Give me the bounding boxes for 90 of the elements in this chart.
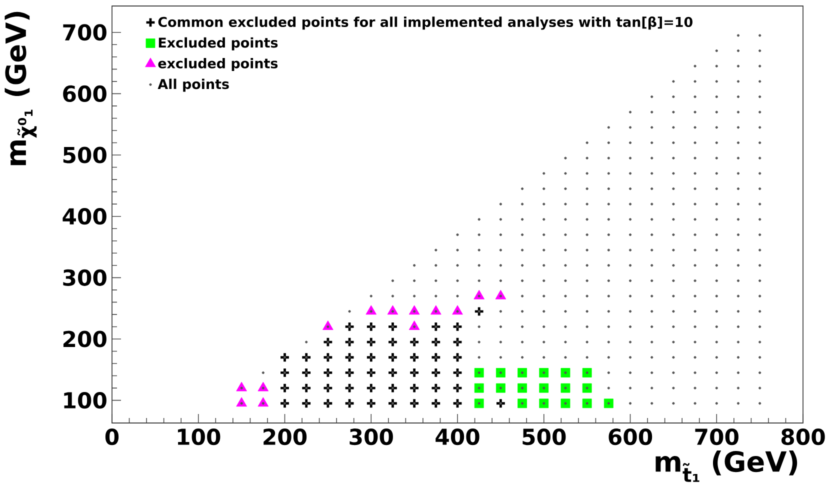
point (430, 321, 442, 332)
y-tick-label: 700 (63, 24, 106, 41)
point (474, 368, 484, 378)
point (344, 352, 355, 363)
point (279, 382, 290, 394)
point (408, 352, 420, 363)
point (387, 336, 398, 348)
point (539, 398, 549, 408)
point (322, 398, 334, 409)
point (366, 367, 377, 378)
point (408, 398, 420, 409)
y-tick-label: 500 (63, 146, 106, 164)
point (582, 368, 592, 378)
point (322, 336, 334, 348)
x-tick-label: 700 (695, 428, 738, 446)
point (322, 352, 334, 363)
y-tick-label: 300 (63, 269, 106, 286)
point (560, 368, 570, 378)
x-tick-label: 200 (264, 428, 307, 446)
x-tick-label: 400 (436, 428, 480, 446)
y-tick-label: 100 (64, 392, 106, 409)
point (474, 398, 484, 408)
x-tick-label: 300 (350, 428, 393, 446)
point (387, 382, 398, 394)
point (366, 321, 377, 332)
point (300, 367, 312, 378)
point (387, 321, 398, 332)
point (387, 367, 398, 378)
point (387, 352, 398, 363)
point (496, 383, 506, 393)
y-tick-label: 400 (62, 208, 106, 225)
x-axis-title: m$_{t̃₁}$ (GeV) (656, 450, 798, 482)
point (366, 382, 377, 394)
point (496, 368, 506, 378)
point (344, 367, 355, 378)
point (474, 306, 484, 317)
point (279, 398, 290, 409)
point (300, 398, 312, 409)
x-tick-label: 600 (608, 428, 652, 446)
point (300, 352, 312, 363)
point (344, 382, 355, 394)
point (408, 367, 420, 378)
point (300, 382, 312, 394)
y-tick-label: 200 (63, 330, 106, 348)
x-tick-label: 500 (522, 428, 566, 446)
point (539, 368, 549, 378)
y-tick-label: 600 (63, 85, 106, 102)
point (518, 368, 527, 378)
point (366, 352, 377, 363)
point (408, 336, 420, 348)
point (452, 336, 463, 348)
point (366, 398, 377, 409)
point (430, 382, 442, 394)
point (322, 367, 334, 378)
legend-label: excluded points (158, 58, 278, 72)
x-tick-label: 100 (178, 428, 220, 446)
point (279, 352, 290, 363)
point (344, 321, 355, 332)
point (344, 398, 355, 409)
point (430, 336, 442, 348)
legend-label: All points (158, 78, 229, 92)
x-tick-label: 800 (781, 428, 825, 446)
point (322, 382, 334, 394)
legend-label: Excluded points (158, 37, 278, 50)
point (430, 398, 442, 409)
x-tick-label: 0 (105, 428, 119, 446)
point (452, 382, 463, 394)
point (582, 383, 592, 393)
point (430, 367, 442, 378)
point (604, 398, 614, 408)
point (279, 367, 290, 378)
legend-label: Common excluded points for all implemented analyses with tan[β]=10 (158, 16, 692, 30)
point (452, 352, 463, 363)
point (366, 336, 377, 348)
point (539, 383, 549, 393)
point (560, 383, 570, 393)
point (518, 383, 527, 393)
point (518, 398, 527, 408)
point (452, 398, 463, 409)
point (560, 398, 570, 408)
point (452, 367, 463, 378)
point (387, 398, 398, 409)
point (430, 352, 442, 363)
y-axis-title: m$_{χ̃⁰₁}$ (GeV) (4, 12, 37, 166)
point (582, 398, 592, 408)
point (474, 383, 484, 393)
point (408, 382, 420, 394)
point (495, 398, 506, 409)
point (344, 336, 355, 348)
point (452, 321, 463, 332)
